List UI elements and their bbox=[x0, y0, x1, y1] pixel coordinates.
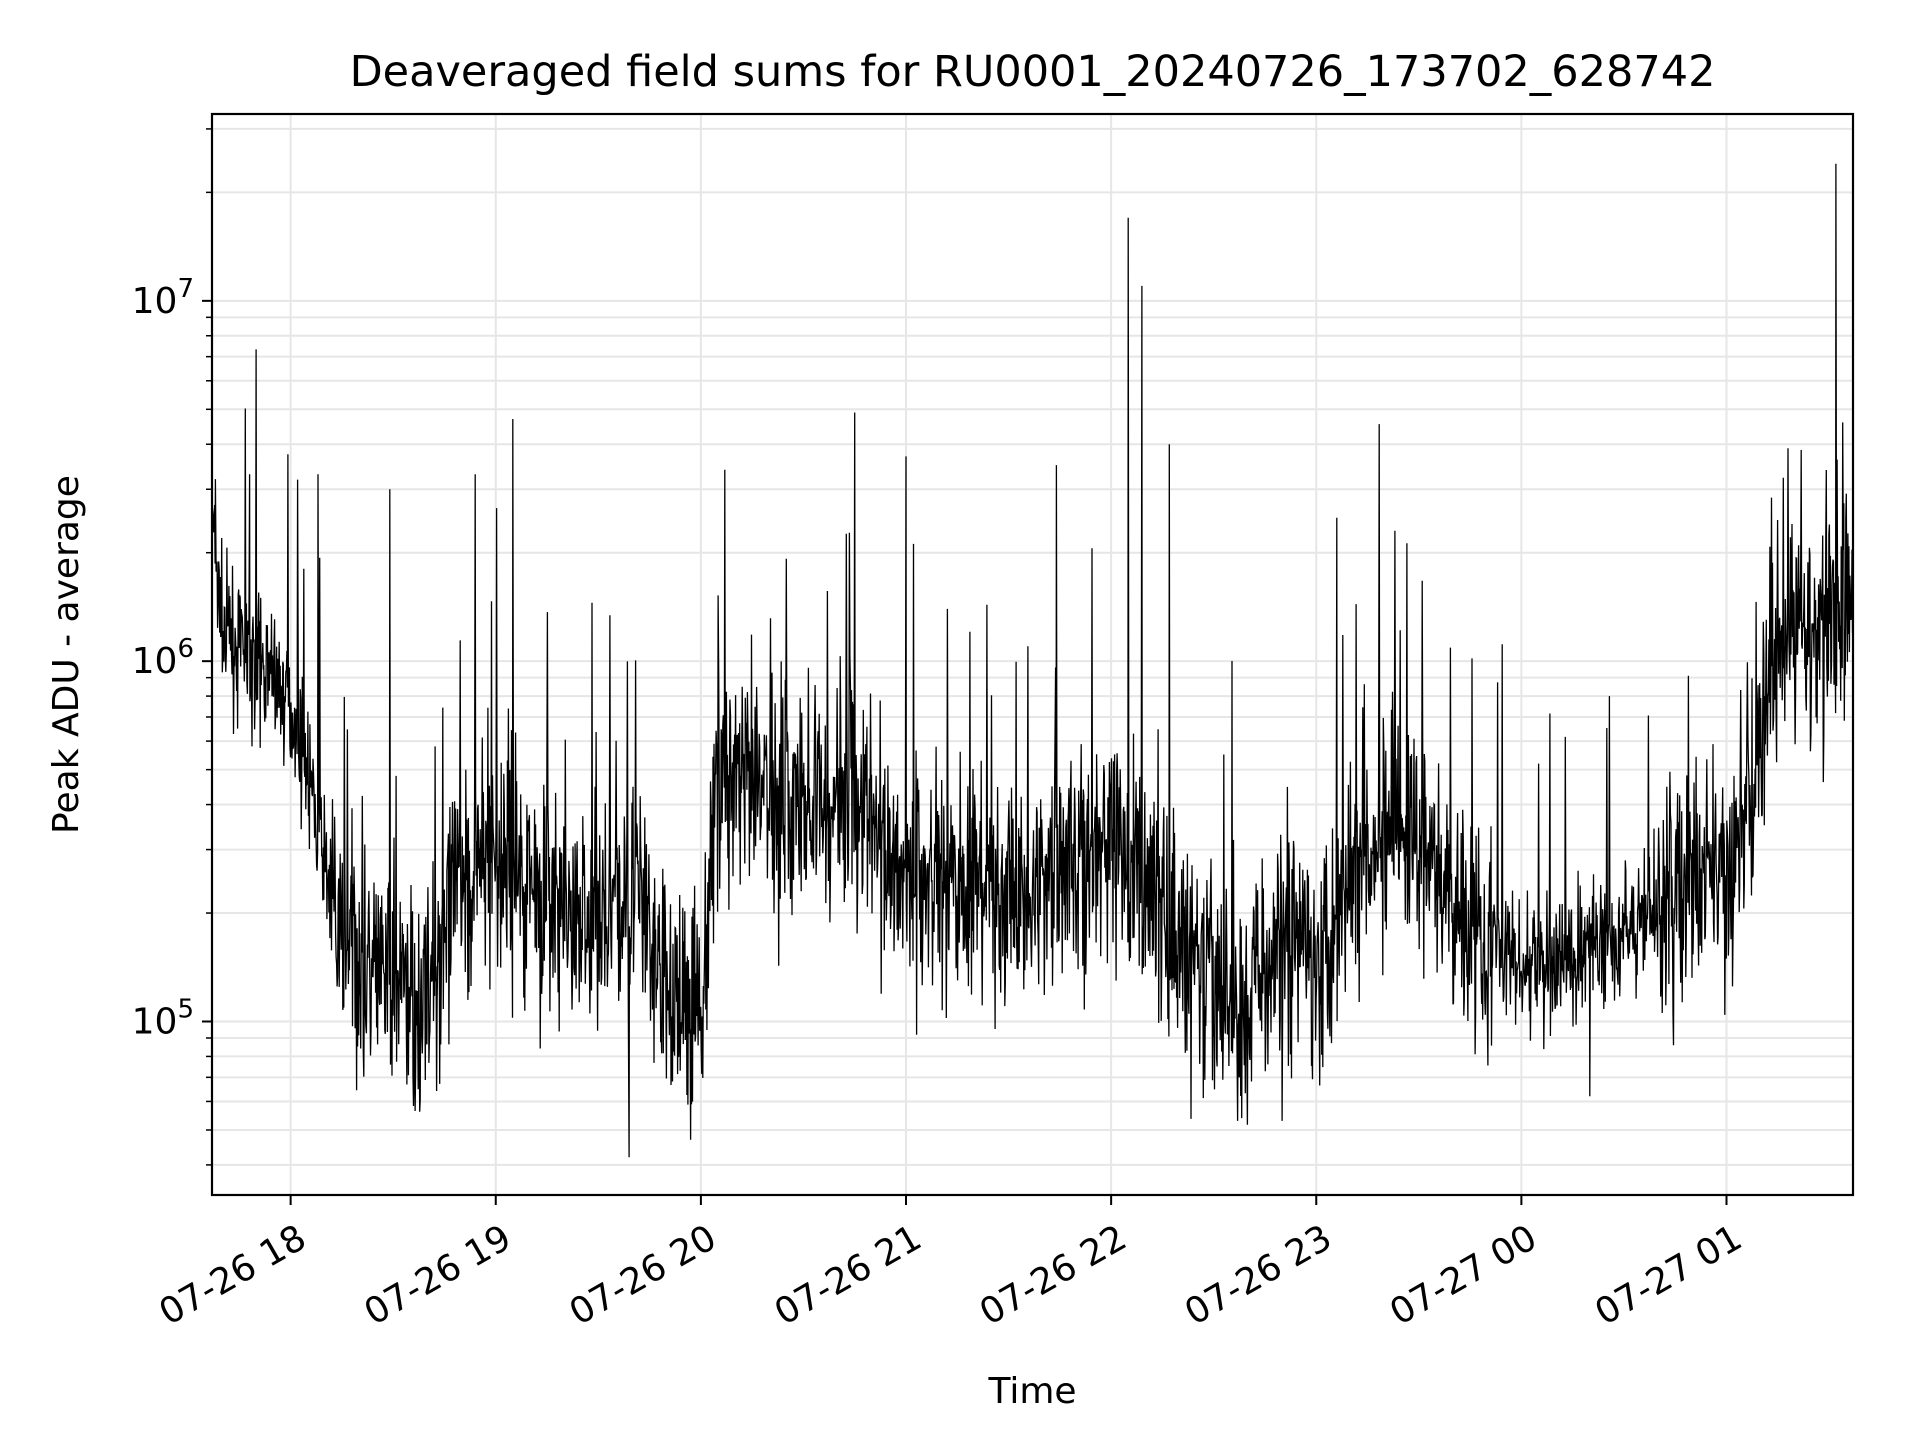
series-line bbox=[212, 163, 1853, 1158]
x-tick-label: 07-26 21 bbox=[768, 1217, 929, 1333]
x-tick-label: 07-26 19 bbox=[358, 1217, 519, 1333]
x-tick-label: 07-26 20 bbox=[563, 1217, 724, 1333]
y-tick-base: 10 bbox=[132, 641, 178, 682]
y-tick-label: 106 bbox=[132, 634, 194, 682]
chart-title: Deaveraged field sums for RU0001_2024072… bbox=[350, 47, 1716, 97]
x-tick-label: 07-27 00 bbox=[1383, 1217, 1544, 1333]
y-tick-exponent: 5 bbox=[177, 995, 194, 1025]
y-tick-label: 105 bbox=[132, 995, 194, 1043]
y-tick-label: 107 bbox=[132, 274, 194, 322]
line-layer bbox=[212, 163, 1853, 1158]
x-tick-label: 07-26 22 bbox=[973, 1217, 1134, 1333]
x-tick-label: 07-27 01 bbox=[1588, 1217, 1749, 1333]
y-axis-label: Peak ADU - average bbox=[46, 475, 87, 834]
y-tick-exponent: 6 bbox=[177, 634, 194, 664]
y-tick-base: 10 bbox=[132, 1002, 178, 1043]
grid-layer bbox=[212, 114, 1853, 1195]
x-tick-label: 07-26 18 bbox=[152, 1217, 313, 1333]
x-tick-label: 07-26 23 bbox=[1178, 1217, 1339, 1333]
x-axis-label: Time bbox=[987, 1371, 1076, 1412]
plot-frame bbox=[210, 112, 1855, 1197]
y-tick-exponent: 7 bbox=[177, 274, 194, 304]
y-tick-base: 10 bbox=[132, 281, 178, 322]
